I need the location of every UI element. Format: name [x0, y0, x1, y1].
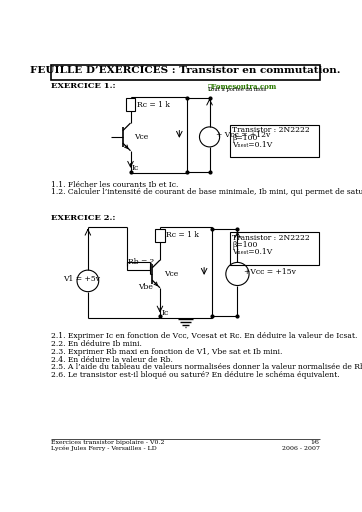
Text: Lycée Jules Ferry - Versailles - LD: Lycée Jules Ferry - Versailles - LD [51, 445, 157, 451]
Bar [230, 124, 319, 157]
Text: +Vcc = +15v: +Vcc = +15v [244, 268, 296, 275]
Text: + Vcc = +12v: + Vcc = +12v [216, 131, 270, 139]
Text: FEUILLE D’EXERCICES : Transistor en commutation.: FEUILLE D’EXERCICES : Transistor en comm… [30, 66, 341, 75]
Text: EXERCICE 2.:: EXERCICE 2.: [51, 214, 116, 222]
Text: Ic: Ic [132, 164, 139, 172]
Bar [230, 232, 319, 265]
Text: Vce: Vce [134, 133, 149, 141]
Text: 2.2. En déduire Ib mini.: 2.2. En déduire Ib mini. [51, 340, 142, 348]
Text: 1.2. Calculer l’intensité de courant de base minimale, Ib mini, qui permet de sa: 1.2. Calculer l’intensité de courant de … [51, 188, 362, 197]
Text: Vₙₑₛₜ=0.1V: Vₙₑₛₜ=0.1V [232, 141, 272, 149]
Text: 2.3. Exprimer Rb maxi en fonction de V1, Vbe sat et Ib mini.: 2.3. Exprimer Rb maxi en fonction de V1,… [51, 348, 283, 356]
Text: Exercices transistor bipolaire - V0.2: Exercices transistor bipolaire - V0.2 [51, 440, 165, 445]
Text: 2.1. Exprimer Ic en fonction de Vcc, Vcesat et Rc. En déduire la valeur de Icsat: 2.1. Exprimer Ic en fonction de Vcc, Vce… [51, 332, 358, 340]
Bar [126, 98, 135, 111]
Text: Rc = 1 k: Rc = 1 k [166, 231, 199, 239]
Text: Rb = ?: Rb = ? [128, 258, 154, 266]
Text: 2.4. En déduire la valeur de Rb.: 2.4. En déduire la valeur de Rb. [51, 355, 173, 364]
Text: 1⁄6: 1⁄6 [311, 440, 320, 445]
Text: 2006 - 2007: 2006 - 2007 [282, 445, 320, 451]
Text: 2.6. Le transistor est-il bloqué ou saturé? En déduire le schéma équivalent.: 2.6. Le transistor est-il bloqué ou satu… [51, 371, 340, 379]
Bar [155, 228, 165, 242]
Text: Ic: Ic [161, 309, 169, 316]
Text: β=100: β=100 [232, 241, 257, 249]
Text: ✔Fomesoutra.com: ✔Fomesoutra.com [208, 82, 277, 90]
Bar [51, 65, 320, 80]
Text: Rc = 1 k: Rc = 1 k [137, 101, 169, 109]
Text: Transistor : 2N2222: Transistor : 2N2222 [232, 234, 310, 242]
Text: Vce: Vce [164, 270, 178, 278]
Text: EXERCICE 1.:: EXERCICE 1.: [51, 82, 116, 90]
Text: Transistor : 2N2222: Transistor : 2N2222 [232, 126, 310, 134]
Text: Vₙₑₛₜ=0.1V: Vₙₑₛₜ=0.1V [232, 248, 272, 256]
Text: Tout à portee du mois: Tout à portee du mois [208, 87, 266, 92]
Text: 1.1. Flécher les courants Ib et Ic.: 1.1. Flécher les courants Ib et Ic. [51, 181, 179, 189]
Text: β=100: β=100 [232, 134, 257, 142]
Text: 2.5. A l’aide du tableau de valeurs normalisées donner la valeur normalisée de R: 2.5. A l’aide du tableau de valeurs norm… [51, 364, 362, 371]
Text: V1 = +5v: V1 = +5v [63, 275, 100, 283]
Bar [127, 263, 150, 270]
Text: Vbe: Vbe [138, 283, 153, 291]
